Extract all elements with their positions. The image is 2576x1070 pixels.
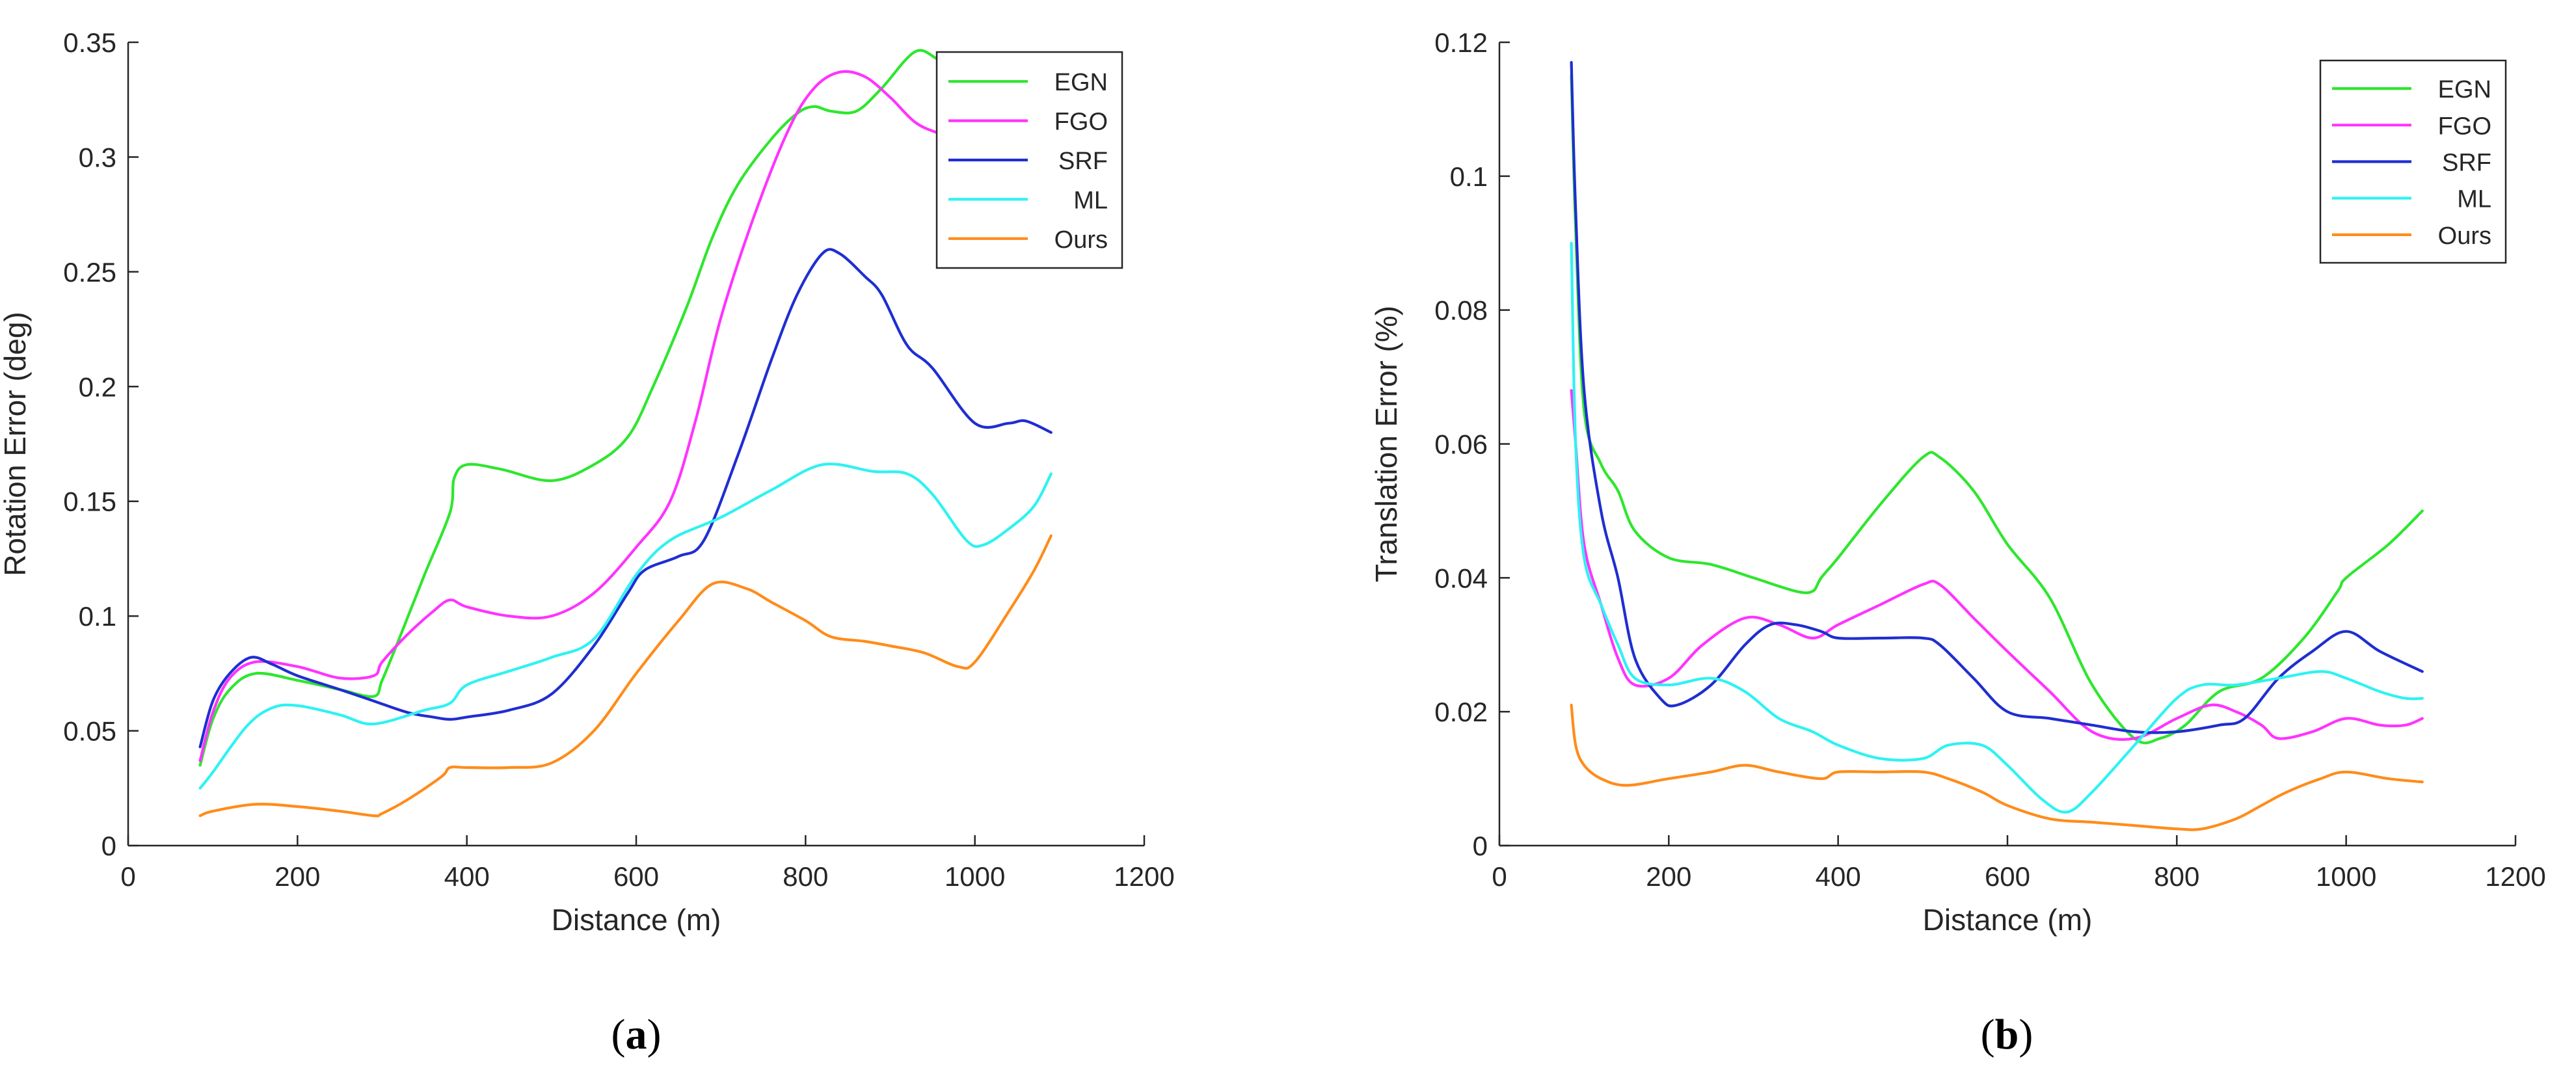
y-axis-label: Translation Error (%) [1369,306,1403,582]
legend-label-srf: SRF [2442,150,2491,177]
x-tick-label: 0 [1492,861,1507,892]
x-tick-label: 1200 [2485,861,2545,892]
legend-label-srf: SRF [1058,148,1108,175]
x-tick-label: 1000 [945,861,1005,892]
y-tick-label: 0.02 [1434,697,1488,727]
y-tick-label: 0.06 [1434,429,1488,460]
panel-caption-letter: a [626,1011,647,1058]
series-group [198,49,1053,818]
y-tick-label: 0.05 [63,716,116,747]
series-line-ours [1570,703,2424,831]
y-tick-label: 0 [1473,831,1488,861]
series-line-srf [198,248,1053,749]
legend-label-egn: EGN [1054,69,1108,96]
chart-b: 0 200 400 600 800 1000 1200 0 0.02 0.04 0.06 0.08 0.… [1369,27,2546,1058]
y-tick-label: 0.12 [1434,27,1488,58]
x-tick-label: 400 [1816,861,1861,892]
y-tick-label: 0 [101,831,116,861]
legend: EGN FGO SRF ML Ours [935,51,1123,269]
y-axis-label: Rotation Error (deg) [0,312,32,576]
series-group [1570,60,2424,831]
x-tick-label: 1000 [2316,861,2376,892]
series-line-fgo [1570,389,2424,741]
series-line-srf [1570,60,2424,734]
y-tick-label: 0.1 [79,601,116,632]
legend-label-ml: ML [2457,186,2491,213]
x-tick-label: 200 [1646,861,1691,892]
y-tick-label: 0.08 [1434,295,1488,326]
x-axis-label: Distance (m) [552,903,721,937]
legend-label-fgo: FGO [2438,113,2491,140]
y-tick-label: 0.15 [63,487,116,517]
y-tick-label: 0.2 [79,371,116,402]
legend-label-ours: Ours [1054,226,1108,254]
series-line-ml [1570,241,2424,814]
panel-caption: (b) [1981,1011,2033,1058]
legend-label-egn: EGN [2438,76,2491,103]
y-tick-label: 0.35 [63,27,116,58]
chart-a: 0 200 400 600 800 1000 1200 0 0.05 0.1 0.15 0.2 0.25… [0,27,1175,1058]
series-line-fgo [198,70,976,762]
x-tick-label: 800 [2154,861,2199,892]
y-tick-label: 0.1 [1450,161,1488,192]
legend-label-ml: ML [1073,187,1108,214]
x-tick-label: 400 [444,861,490,892]
legend-label-ours: Ours [2438,222,2491,250]
series-line-ours [198,534,1053,818]
x-tick-label: 200 [275,861,320,892]
y-tick-label: 0.25 [63,257,116,288]
panel-caption-letter: b [1995,1011,2019,1058]
y-tick-label: 0.3 [79,142,116,172]
y-tick-label: 0.04 [1434,563,1488,593]
x-tick-label: 0 [120,861,135,892]
x-tick-label: 600 [613,861,659,892]
panel-caption: (a) [611,1011,662,1058]
x-axis-label: Distance (m) [1923,903,2093,937]
x-tick-label: 600 [1985,861,2030,892]
x-tick-label: 800 [783,861,828,892]
series-line-ml [198,462,1053,790]
legend-label-fgo: FGO [1054,109,1108,136]
legend: EGN FGO SRF ML Ours [2319,59,2507,264]
x-tick-label: 1200 [1114,861,1174,892]
series-line-egn [1570,74,2424,745]
